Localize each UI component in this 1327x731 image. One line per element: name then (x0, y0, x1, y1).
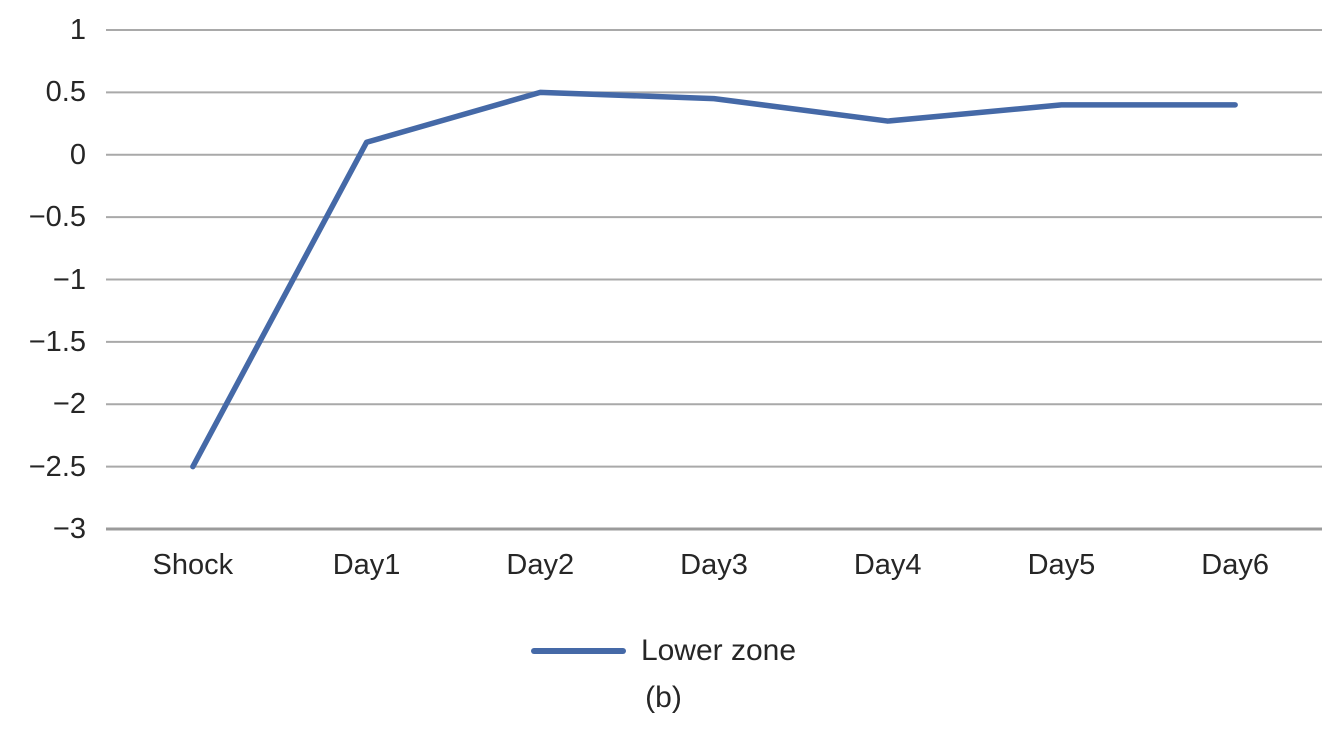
x-axis-label: Shock (152, 549, 234, 581)
x-axis-label: Day1 (332, 549, 401, 581)
legend-label: Lower zone (640, 634, 797, 667)
y-tick-label: 0 (69, 138, 86, 171)
y-tick-label: −2 (52, 388, 86, 421)
y-tick-label: −0.5 (28, 201, 86, 234)
series-line (190, 89, 1238, 470)
y-tick-label: 0.5 (45, 76, 86, 109)
x-axis-label: Day3 (680, 549, 748, 581)
x-axis-label: Day4 (853, 549, 922, 581)
y-tick-label: −2.5 (28, 450, 86, 483)
y-tick-label: −3 (52, 513, 86, 545)
legend: Lower zone (0, 634, 1327, 668)
figure-caption: (b) (645, 681, 682, 714)
line-chart-plot (106, 29, 1322, 531)
x-axis-label: Day2 (506, 549, 575, 581)
legend-line-swatch (530, 648, 626, 654)
y-tick-label: −1 (52, 263, 86, 296)
y-tick-label: −1.5 (28, 325, 86, 358)
x-axis-label: Day5 (1027, 549, 1096, 581)
x-axis-label: Day6 (1201, 549, 1269, 581)
y-tick-label: 1 (69, 14, 86, 46)
